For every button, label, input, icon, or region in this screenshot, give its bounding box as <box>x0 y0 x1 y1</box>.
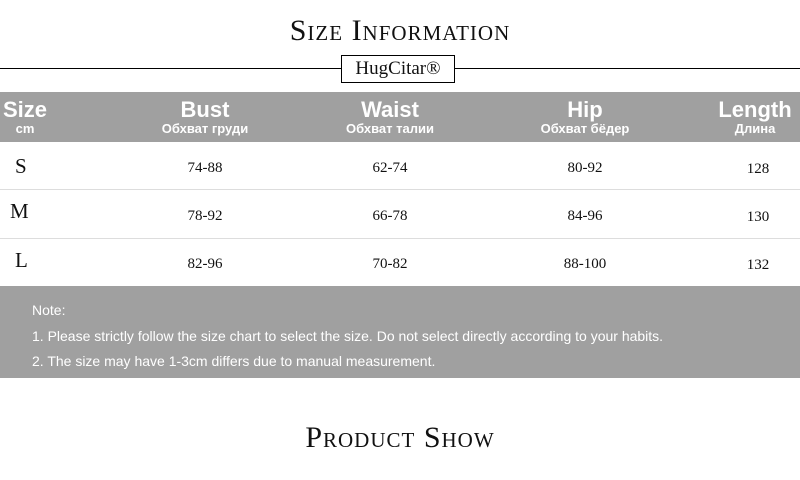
size-cell: S <box>15 154 27 178</box>
header-main: Length <box>718 97 792 122</box>
length-cell: 130 <box>746 209 770 225</box>
bust-cell: 74-88 <box>187 160 223 176</box>
table-header: Size cm Bust Обхват груди Waist Обхват т… <box>0 92 800 142</box>
note-label: Note: <box>32 302 66 318</box>
header-size: Size cm <box>0 92 50 137</box>
table-row: L 82-96 70-82 88-100 132 <box>0 239 800 288</box>
length-cell: 132 <box>746 257 770 273</box>
header-main: Size <box>2 97 48 122</box>
header-sub: cm <box>15 121 35 136</box>
brand-logo: HugCitar® <box>341 55 455 83</box>
header-main: Bust <box>180 97 230 122</box>
waist-cell: 70-82 <box>372 256 408 272</box>
header-main: Hip <box>567 97 603 122</box>
header-waist: Waist Обхват талии <box>320 92 460 137</box>
waist-cell: 66-78 <box>372 208 408 224</box>
note-line: 2. The size may have 1-3cm differs due t… <box>32 353 436 369</box>
product-show-title: Product Show <box>305 421 495 454</box>
header-hip: Hip Обхват бёдер <box>515 92 655 137</box>
header-bust: Bust Обхват груди <box>135 92 275 137</box>
note-box: Note: 1. Please strictly follow the size… <box>0 286 800 378</box>
header-main: Waist <box>361 97 419 122</box>
header-sub: Обхват талии <box>346 121 434 136</box>
size-cell: M <box>10 199 29 223</box>
size-cell: L <box>15 248 28 272</box>
note-line: 1. Please strictly follow the size chart… <box>32 328 664 344</box>
waist-cell: 62-74 <box>372 160 408 176</box>
hip-cell: 80-92 <box>567 160 603 176</box>
header-sub: Длина <box>734 121 776 136</box>
bust-cell: 78-92 <box>187 208 223 224</box>
header-sub: Обхват груди <box>161 121 249 136</box>
header-sub: Обхват бёдер <box>540 121 630 136</box>
length-cell: 128 <box>746 161 770 177</box>
header-length: Length Длина <box>710 92 800 137</box>
table-row: M 78-92 66-78 84-96 130 <box>0 190 800 239</box>
bust-cell: 82-96 <box>187 256 223 272</box>
size-information-title: Size Information <box>289 14 511 47</box>
hip-cell: 84-96 <box>567 208 603 224</box>
hip-cell: 88-100 <box>563 256 607 272</box>
table-row: S 74-88 62-74 80-92 128 <box>0 141 800 190</box>
